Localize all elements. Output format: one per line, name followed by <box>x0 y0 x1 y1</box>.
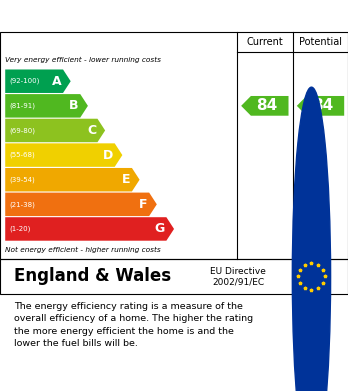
Text: (92-100): (92-100) <box>9 78 40 84</box>
Polygon shape <box>5 193 157 216</box>
Polygon shape <box>241 96 288 116</box>
Text: Potential: Potential <box>299 37 342 47</box>
Text: England & Wales: England & Wales <box>14 267 171 285</box>
Text: EU Directive
2002/91/EC: EU Directive 2002/91/EC <box>211 267 266 286</box>
Ellipse shape <box>292 87 331 391</box>
Text: 84: 84 <box>312 99 333 113</box>
Text: Energy Efficiency Rating: Energy Efficiency Rating <box>69 9 279 23</box>
Text: Not energy efficient - higher running costs: Not energy efficient - higher running co… <box>5 247 161 253</box>
Text: The energy efficiency rating is a measure of the
overall efficiency of a home. T: The energy efficiency rating is a measur… <box>14 302 253 348</box>
Text: (39-54): (39-54) <box>9 176 35 183</box>
Text: 84: 84 <box>256 99 277 113</box>
Polygon shape <box>5 94 88 118</box>
Polygon shape <box>5 217 174 241</box>
Text: (1-20): (1-20) <box>9 226 31 232</box>
Polygon shape <box>5 168 140 192</box>
Text: D: D <box>103 149 113 161</box>
Text: C: C <box>87 124 96 137</box>
Text: (21-38): (21-38) <box>9 201 35 208</box>
Text: (69-80): (69-80) <box>9 127 35 134</box>
Text: A: A <box>52 75 62 88</box>
Text: F: F <box>139 198 148 211</box>
Polygon shape <box>5 143 122 167</box>
Text: E: E <box>122 173 130 186</box>
Text: Very energy efficient - lower running costs: Very energy efficient - lower running co… <box>5 57 161 63</box>
Text: B: B <box>69 99 79 112</box>
Polygon shape <box>5 119 105 142</box>
Polygon shape <box>5 70 71 93</box>
Text: G: G <box>155 222 165 235</box>
Text: (55-68): (55-68) <box>9 152 35 158</box>
Text: (81-91): (81-91) <box>9 102 35 109</box>
Polygon shape <box>297 96 344 116</box>
Text: Current: Current <box>246 37 283 47</box>
